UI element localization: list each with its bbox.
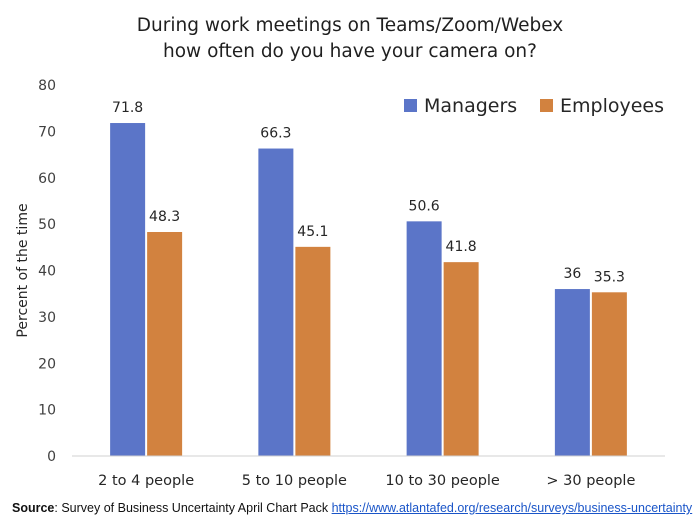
y-tick-label-40: 40 <box>38 264 56 280</box>
source-note: Source: Survey of Business Uncertainty A… <box>12 501 696 515</box>
legend-swatch-managers <box>404 99 417 112</box>
data-label-managers-1: 71.8 <box>112 100 143 116</box>
bar-employees-4 <box>591 292 627 456</box>
y-tick-label-20: 20 <box>38 356 56 372</box>
chart-title-line-2: how often do you have your camera on? <box>163 41 537 62</box>
y-tick-label-60: 60 <box>38 171 56 187</box>
bar-managers-2 <box>258 148 294 456</box>
data-label-employees-4: 35.3 <box>594 269 625 285</box>
y-tick-label-80: 80 <box>38 78 56 94</box>
data-label-managers-2: 66.3 <box>260 126 291 142</box>
bar-managers-4 <box>554 289 590 456</box>
data-label-employees-3: 41.8 <box>446 239 477 255</box>
source-link[interactable]: https://www.atlantafed.org/research/surv… <box>331 501 693 515</box>
y-tick-label-0: 0 <box>47 449 56 465</box>
data-label-managers-4: 36 <box>563 266 581 282</box>
bar-managers-3 <box>406 221 442 456</box>
legend-label-employees: Employees <box>560 95 664 117</box>
x-tick-label-4: > 30 people <box>546 473 635 489</box>
bar-employees-2 <box>295 246 331 456</box>
y-tick-label-50: 50 <box>38 217 56 233</box>
legend-swatch-employees <box>540 99 553 112</box>
x-tick-label-1: 2 to 4 people <box>98 473 194 489</box>
data-label-managers-3: 50.6 <box>409 198 440 214</box>
y-tick-label-30: 30 <box>38 310 56 326</box>
x-tick-label-2: 5 to 10 people <box>242 473 347 489</box>
bar-employees-1 <box>147 232 183 456</box>
legend-label-managers: Managers <box>424 95 517 117</box>
bar-managers-1 <box>110 123 146 456</box>
chart-title-line-1: During work meetings on Teams/Zoom/Webex <box>137 15 564 36</box>
bar-employees-3 <box>443 262 479 456</box>
source-text: : Survey of Business Uncertainty April C… <box>54 501 332 515</box>
y-axis-label: Percent of the time <box>15 203 31 337</box>
source-label: Source <box>12 501 55 515</box>
bar-chart: During work meetings on Teams/Zoom/Webex… <box>15 15 665 489</box>
data-label-employees-1: 48.3 <box>149 209 180 225</box>
x-tick-label-3: 10 to 30 people <box>385 473 500 489</box>
y-tick-label-10: 10 <box>38 403 56 419</box>
y-tick-label-70: 70 <box>38 124 56 140</box>
data-label-employees-2: 45.1 <box>297 224 328 240</box>
